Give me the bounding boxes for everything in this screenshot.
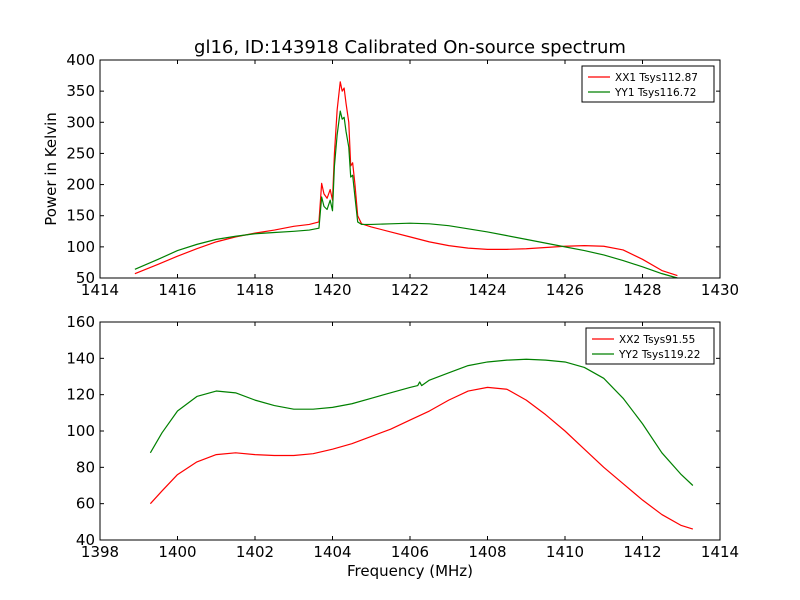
legend-entry: YY1 Tsys116.72	[614, 87, 696, 99]
legend-entry: XX1 Tsys112.87	[615, 72, 698, 84]
x-tick-label: 1402	[236, 543, 274, 561]
top-subplot: 1414 1416 1418 1420 1422 1424 1426 1428 1430 50 10…	[42, 51, 739, 299]
x-tick-label: 1418	[236, 281, 274, 299]
y-tick-label: 60	[76, 495, 95, 513]
legend: XX2 Tsys91.55 YY2 Tsys119.22	[585, 327, 715, 365]
x-tick-label: 1420	[313, 281, 351, 299]
y-tick-label: 400	[66, 51, 95, 69]
y-axis-label: Power in Kelvin	[42, 112, 60, 226]
x-tick-label: 1430	[701, 281, 739, 299]
bottom-subplot: 1398 1400 1402 1404 1406 1408 1410 1412 1414 40 60…	[66, 313, 739, 580]
chart-title: gl16, ID:143918 Calibrated On-source spe…	[194, 37, 626, 58]
x-tick-label: 1426	[546, 281, 584, 299]
x-tick-label: 1404	[313, 543, 351, 561]
legend-box	[581, 65, 715, 103]
y-tick-label: 40	[76, 531, 95, 549]
legend-box	[585, 327, 715, 365]
series-line-yy1	[134, 110, 678, 279]
y-tick-label: 350	[66, 82, 95, 100]
y-tick-label: 100	[66, 238, 95, 256]
y-tick-label: 150	[66, 207, 95, 225]
y-tick-label: 250	[66, 144, 95, 162]
y-tick-label: 80	[76, 458, 95, 476]
x-axis-label: Frequency (MHz)	[347, 562, 473, 580]
y-tick-label: 100	[66, 422, 95, 440]
x-tick-label: 1424	[468, 281, 506, 299]
series-line-xx1	[134, 81, 678, 277]
y-tick-label: 120	[66, 386, 95, 404]
y-tick-label: 160	[66, 313, 95, 331]
x-tick-label: 1414	[701, 543, 739, 561]
legend-entry: YY2 Tsys119.22	[618, 349, 700, 361]
legend-entry: XX2 Tsys91.55	[619, 334, 695, 346]
x-tick-label: 1428	[623, 281, 661, 299]
x-tick-label: 1412	[623, 543, 661, 561]
x-tick-label: 1414	[81, 281, 119, 299]
x-tick-label: 1408	[468, 543, 506, 561]
legend: XX1 Tsys112.87 YY1 Tsys116.72	[581, 65, 715, 103]
y-tick-label: 140	[66, 349, 95, 367]
x-tick-label: 1398	[81, 543, 119, 561]
series-line-yy2	[149, 358, 694, 486]
x-tick-label: 1422	[391, 281, 429, 299]
y-tick-label: 300	[66, 113, 95, 131]
x-tick-label: 1400	[158, 543, 196, 561]
y-tick-label: 50	[76, 269, 95, 287]
x-tick-label: 1410	[546, 543, 584, 561]
y-tick-label: 200	[66, 176, 95, 194]
x-tick-label: 1406	[391, 543, 429, 561]
x-tick-label: 1416	[158, 281, 196, 299]
series-line-xx2	[149, 386, 694, 530]
